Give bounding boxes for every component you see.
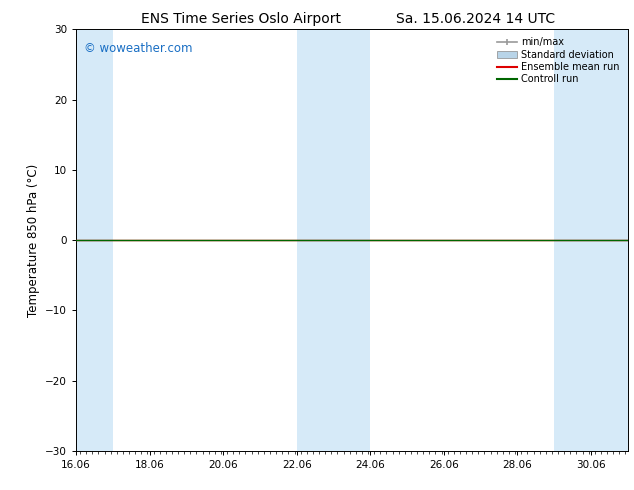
Legend: min/max, Standard deviation, Ensemble mean run, Controll run: min/max, Standard deviation, Ensemble me… bbox=[494, 34, 623, 87]
Bar bbox=[554, 29, 628, 451]
Y-axis label: Temperature 850 hPa (°C): Temperature 850 hPa (°C) bbox=[27, 164, 39, 317]
Bar bbox=[76, 29, 113, 451]
Text: Sa. 15.06.2024 14 UTC: Sa. 15.06.2024 14 UTC bbox=[396, 12, 555, 26]
Text: © woweather.com: © woweather.com bbox=[84, 42, 193, 55]
Bar bbox=[297, 29, 370, 451]
Text: ENS Time Series Oslo Airport: ENS Time Series Oslo Airport bbox=[141, 12, 341, 26]
